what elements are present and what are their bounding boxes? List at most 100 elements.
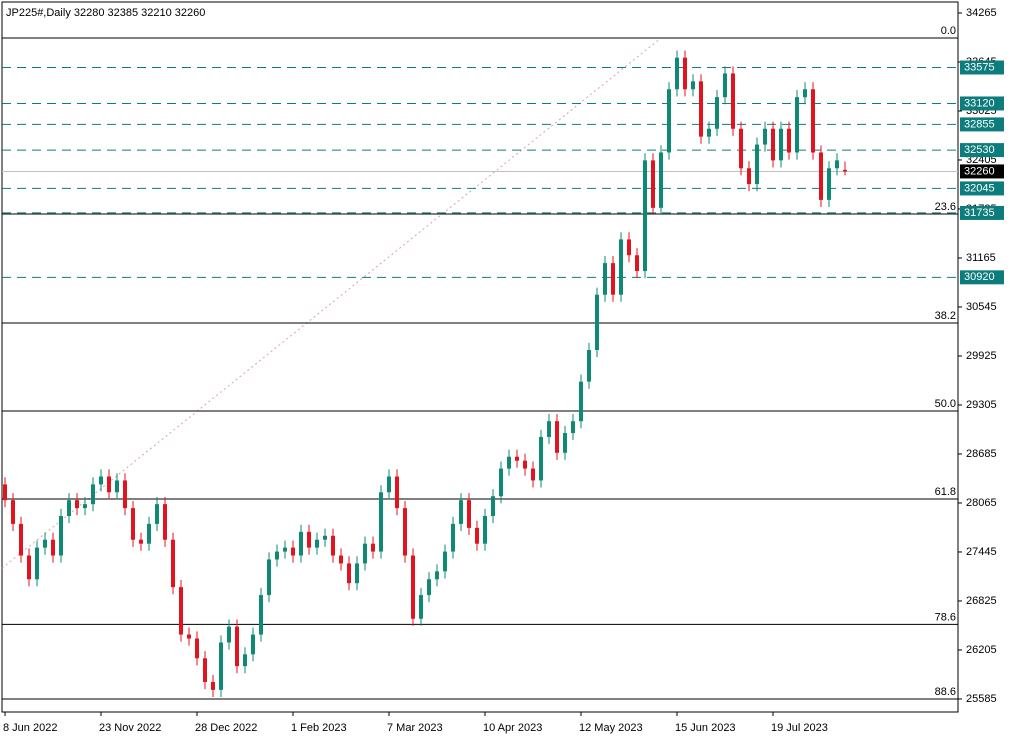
candle-body bbox=[819, 152, 823, 200]
level-label: 32530 bbox=[964, 144, 995, 156]
candle-body bbox=[459, 500, 463, 524]
candle-body bbox=[107, 476, 111, 493]
fibo-label: 0.0 bbox=[941, 25, 956, 37]
candle-body bbox=[291, 547, 295, 556]
candle-body bbox=[707, 128, 711, 137]
x-tick-label: 12 May 2023 bbox=[579, 722, 643, 734]
candle-body bbox=[75, 500, 79, 509]
fibo-trendline bbox=[1, 37, 662, 569]
candle-body bbox=[595, 294, 599, 351]
candle-body bbox=[339, 555, 343, 564]
candle-body bbox=[251, 634, 255, 655]
candle-body bbox=[51, 539, 55, 556]
candle-body bbox=[371, 543, 375, 552]
candle-body bbox=[435, 571, 439, 580]
candle-body bbox=[227, 626, 231, 643]
level-box bbox=[960, 270, 1004, 285]
candle-body bbox=[3, 484, 7, 501]
candle-body bbox=[835, 160, 839, 169]
candle-body bbox=[419, 595, 423, 619]
candle-body bbox=[379, 492, 383, 552]
candle-body bbox=[355, 563, 359, 584]
candle-body bbox=[131, 508, 135, 540]
candle-body bbox=[27, 555, 31, 580]
level-label: 33120 bbox=[964, 97, 995, 109]
candle-body bbox=[531, 468, 535, 481]
y-tick-label: 29925 bbox=[966, 350, 997, 362]
candle-body bbox=[571, 421, 575, 434]
candle-body bbox=[547, 421, 551, 437]
candle-body bbox=[99, 476, 103, 485]
level-box bbox=[960, 60, 1004, 75]
candle-body bbox=[403, 508, 407, 556]
candle-body bbox=[635, 255, 639, 272]
level-box bbox=[960, 117, 1004, 132]
candle-body bbox=[491, 496, 495, 517]
candle-body bbox=[427, 579, 431, 596]
candle-body bbox=[267, 559, 271, 596]
candle-body bbox=[603, 263, 607, 295]
candle-body bbox=[763, 128, 767, 145]
y-tick-label: 26825 bbox=[966, 595, 997, 607]
candle-body bbox=[275, 551, 279, 560]
candle-body bbox=[139, 539, 143, 544]
candle-body bbox=[331, 535, 335, 556]
level-box bbox=[960, 181, 1004, 196]
y-tick-label: 27445 bbox=[966, 546, 997, 558]
candle-body bbox=[651, 160, 655, 208]
y-tick-label: 26205 bbox=[966, 644, 997, 656]
y-tick-label: 31165 bbox=[966, 252, 996, 264]
x-tick-label: 10 Apr 2023 bbox=[483, 722, 542, 734]
candle-body bbox=[675, 57, 679, 90]
candle-body bbox=[299, 531, 303, 556]
candle-body bbox=[211, 681, 215, 690]
y-tick-label: 28685 bbox=[966, 448, 997, 460]
candle-body bbox=[259, 595, 263, 635]
candle-body bbox=[315, 539, 319, 548]
candle-body bbox=[11, 500, 15, 524]
candle-body bbox=[155, 504, 159, 524]
candle-body bbox=[803, 89, 807, 98]
x-tick-label: 23 Nov 2022 bbox=[99, 722, 161, 734]
candle-body bbox=[67, 500, 71, 517]
candle-body bbox=[395, 476, 399, 509]
candle-body bbox=[659, 152, 663, 208]
candle-body bbox=[147, 523, 151, 544]
y-tick-label: 25585 bbox=[966, 693, 997, 705]
candle-body bbox=[515, 456, 519, 461]
candle-body bbox=[115, 480, 119, 493]
candle-body bbox=[627, 239, 631, 256]
candle-body bbox=[363, 543, 367, 564]
candle-body bbox=[787, 128, 791, 153]
candle-body bbox=[123, 480, 127, 509]
level-label: 30920 bbox=[964, 271, 995, 283]
candle-body bbox=[523, 460, 527, 469]
candle-body bbox=[195, 638, 199, 659]
level-label: 31735 bbox=[964, 207, 995, 219]
candle-body bbox=[163, 504, 167, 540]
candle-body bbox=[323, 535, 327, 540]
x-tick-label: 7 Mar 2023 bbox=[387, 722, 443, 734]
candle-body bbox=[723, 73, 727, 98]
candle-body bbox=[19, 523, 23, 556]
candle-body bbox=[683, 57, 687, 90]
x-tick-label: 19 Jul 2023 bbox=[771, 722, 828, 734]
candle-body bbox=[451, 523, 455, 552]
candle-body bbox=[555, 421, 559, 453]
candle-body bbox=[587, 350, 591, 382]
candle-body bbox=[499, 468, 503, 497]
candle-body bbox=[827, 168, 831, 200]
level-label: 32045 bbox=[964, 182, 995, 194]
candle-body bbox=[171, 539, 175, 588]
candle-body bbox=[443, 551, 447, 572]
candle-body bbox=[483, 516, 487, 544]
candle-body bbox=[187, 634, 191, 639]
candle-body bbox=[387, 476, 391, 493]
candle-body bbox=[283, 547, 287, 552]
fibo-label: 61.8 bbox=[935, 486, 956, 498]
level-box bbox=[960, 143, 1004, 158]
candle-body bbox=[219, 642, 223, 690]
candle-body bbox=[739, 128, 743, 169]
fibo-label: 88.6 bbox=[935, 686, 956, 698]
candle-body bbox=[691, 81, 695, 90]
